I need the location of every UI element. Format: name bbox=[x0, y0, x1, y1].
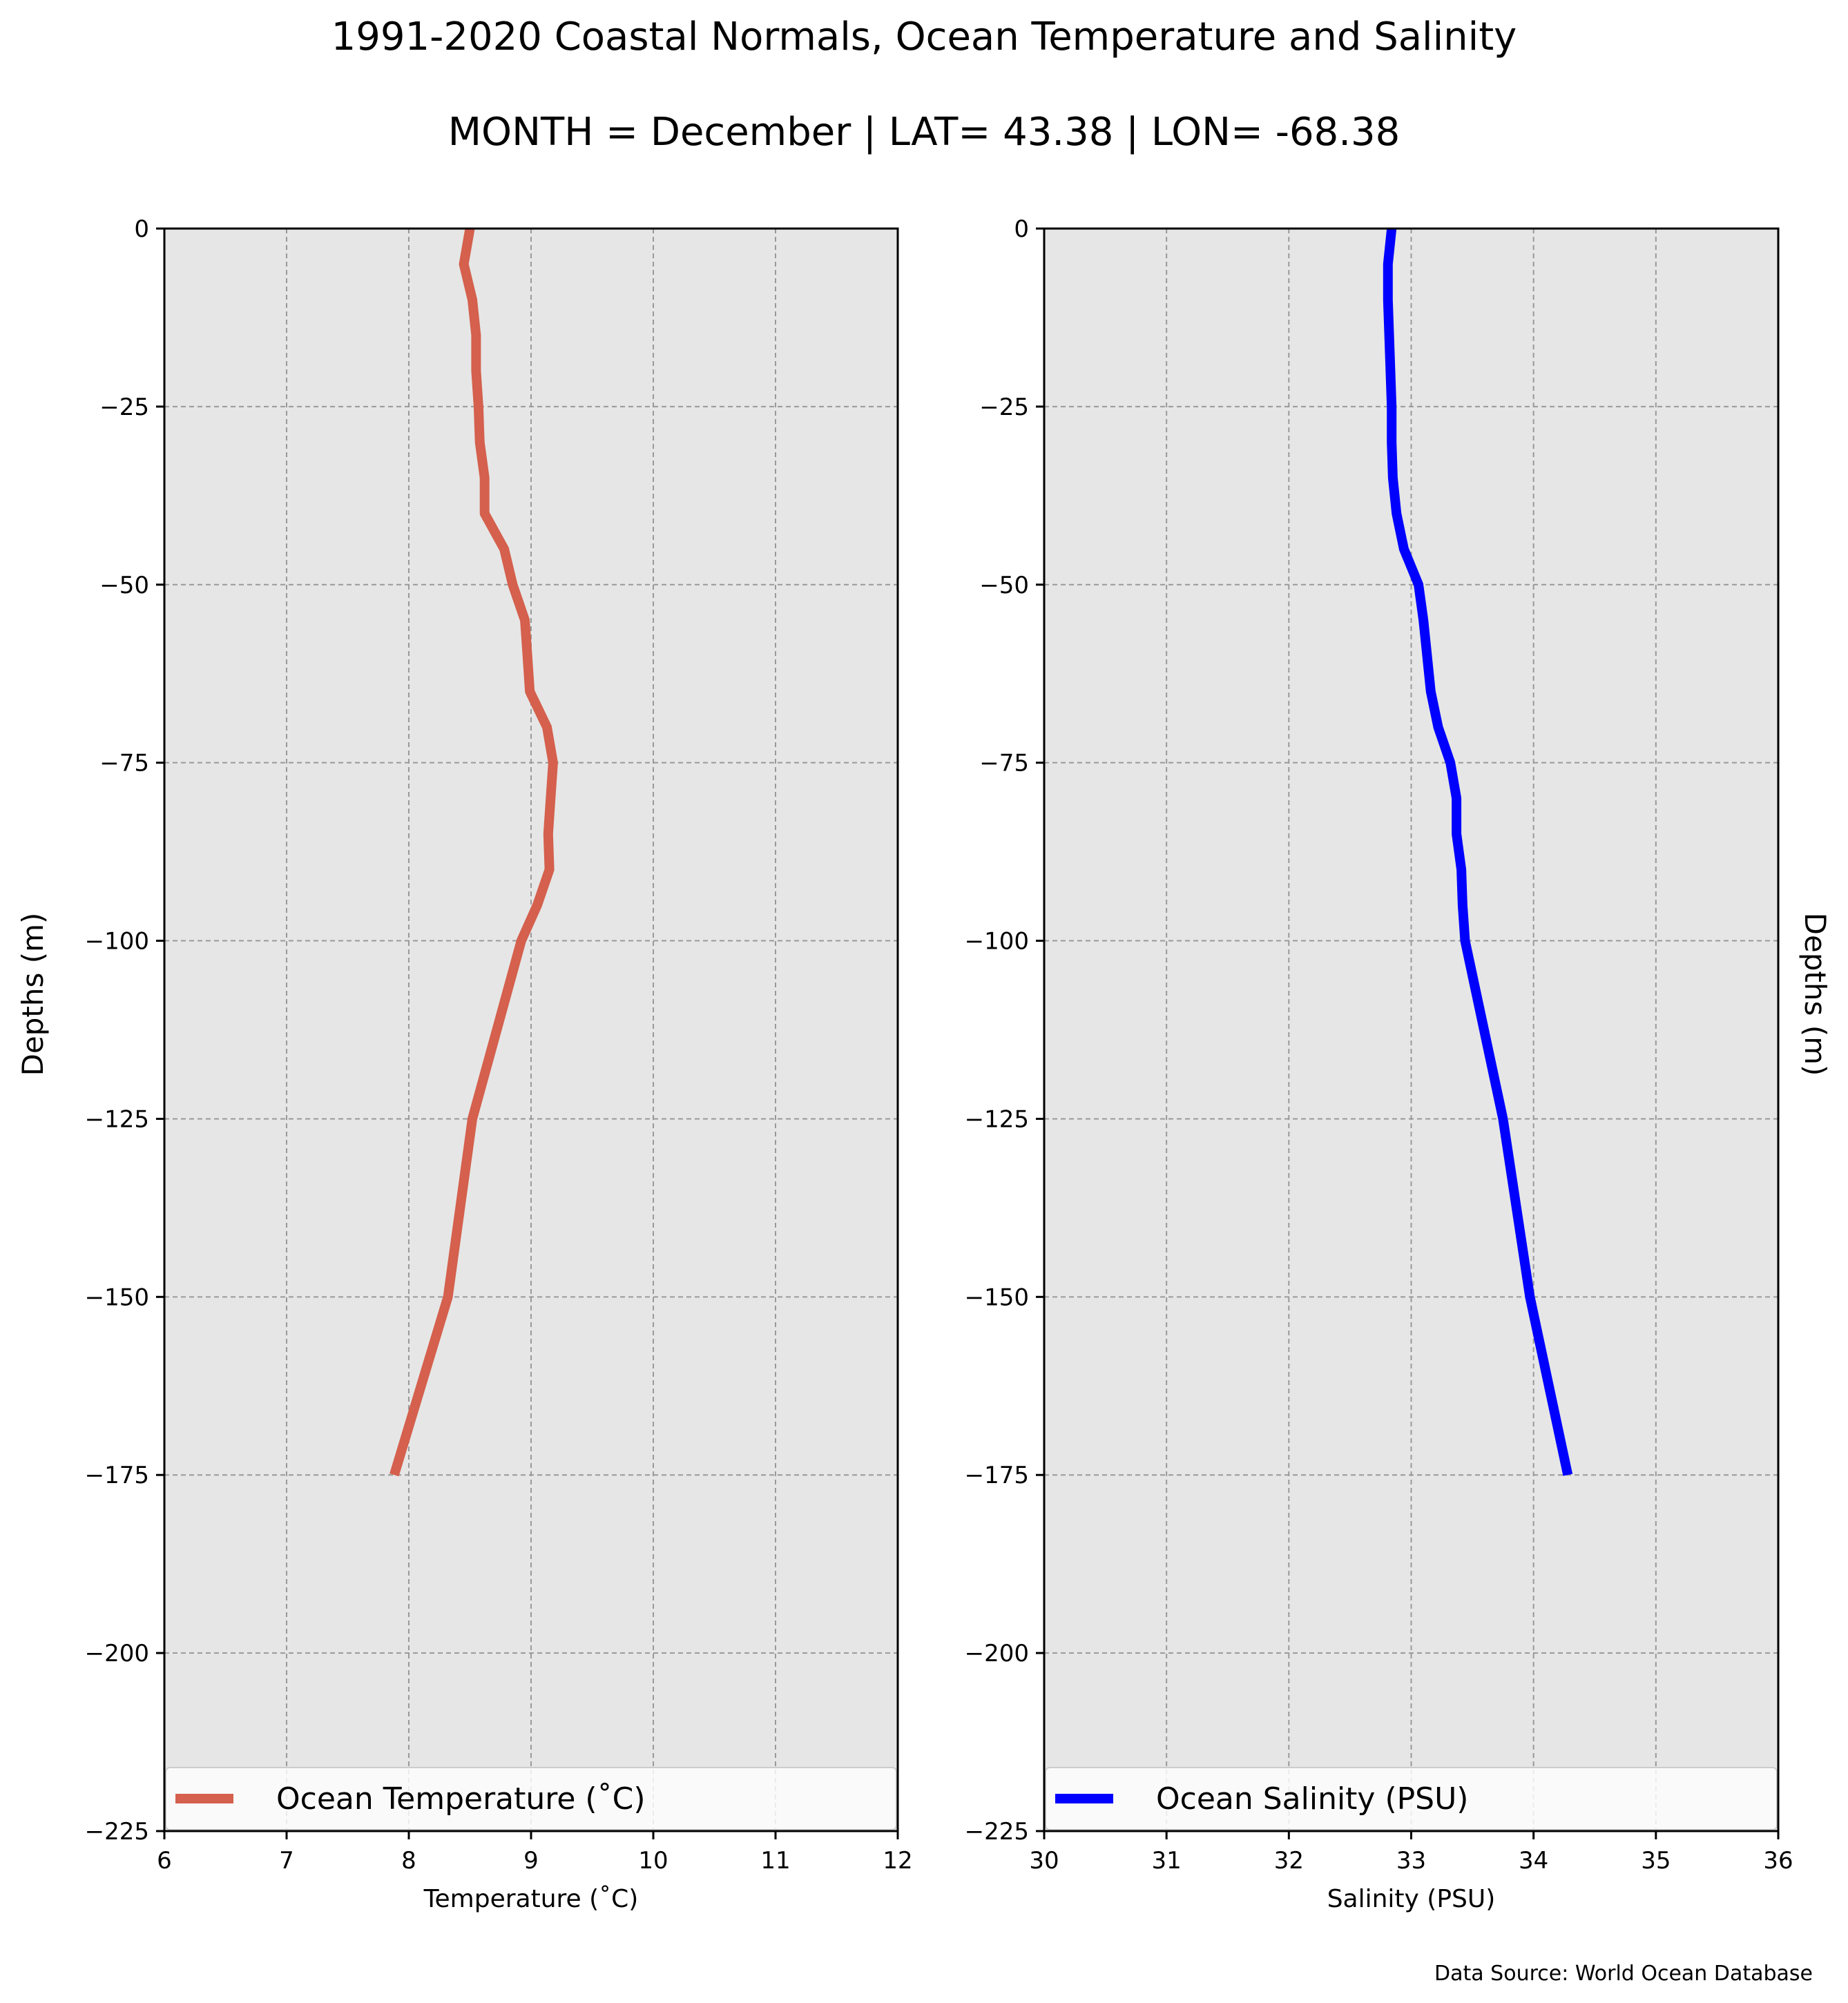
data-source-note: Data Source: World Ocean Database bbox=[1434, 1962, 1813, 1986]
temperature-legend-label: Ocean Temperature (˚C) bbox=[276, 1781, 646, 1817]
temperature-ytick-label: −175 bbox=[85, 1462, 149, 1489]
salinity-ytick-label: 0 bbox=[1014, 215, 1029, 243]
temperature-xlabel: Temperature (˚C) bbox=[423, 1885, 639, 1913]
temperature-ytick-label: −150 bbox=[85, 1284, 149, 1311]
salinity-xtick-label: 36 bbox=[1763, 1847, 1793, 1875]
salinity-xtick-label: 31 bbox=[1152, 1847, 1182, 1875]
temperature-ytick-label: 0 bbox=[134, 215, 149, 243]
salinity-ytick-label: −100 bbox=[965, 928, 1029, 956]
temperature-xtick-label: 8 bbox=[401, 1847, 416, 1875]
temperature-panel: Ocean Temperature (˚C) 6 7 8 9 10 11 12 0 −25 −50 −… bbox=[85, 215, 913, 1913]
chart-title: 1991-2020 Coastal Normals, Ocean Tempera… bbox=[331, 14, 1517, 59]
salinity-series-line bbox=[1383, 228, 1573, 1476]
temperature-xtick-label: 7 bbox=[279, 1847, 294, 1875]
salinity-ytick-label: −50 bbox=[979, 572, 1029, 599]
temperature-xtick-label: 11 bbox=[760, 1847, 790, 1875]
salinity-ytick-label: −175 bbox=[965, 1462, 1029, 1489]
salinity-xtick-label: 30 bbox=[1029, 1847, 1059, 1875]
temperature-series-line bbox=[389, 227, 558, 1477]
salinity-ytick-label: −25 bbox=[979, 394, 1029, 421]
temperature-xtick-label: 10 bbox=[638, 1847, 668, 1875]
salinity-ytick-label: −75 bbox=[979, 750, 1029, 777]
salinity-ytick-label: −200 bbox=[965, 1640, 1029, 1667]
right-ylabel: Depths (m) bbox=[1798, 913, 1832, 1076]
temperature-ytick-label: −75 bbox=[99, 750, 149, 777]
salinity-legend-label: Ocean Salinity (PSU) bbox=[1156, 1781, 1468, 1817]
salinity-ytick-label: −125 bbox=[965, 1105, 1029, 1133]
salinity-xtick-label: 34 bbox=[1519, 1847, 1548, 1875]
salinity-xlabel: Salinity (PSU) bbox=[1327, 1885, 1496, 1913]
temperature-ytick-label: −25 bbox=[99, 394, 149, 421]
temperature-ytick-label: −225 bbox=[85, 1818, 149, 1846]
temperature-ytick-label: −125 bbox=[85, 1105, 149, 1133]
temperature-xtick-label: 6 bbox=[157, 1847, 172, 1875]
temperature-legend: Ocean Temperature (˚C) bbox=[165, 1767, 897, 1830]
temperature-xtick-label: 9 bbox=[523, 1847, 539, 1875]
left-ylabel: Depths (m) bbox=[16, 913, 50, 1076]
temperature-xtick-label: 12 bbox=[883, 1847, 912, 1875]
temperature-ytick-label: −50 bbox=[99, 572, 149, 599]
salinity-ytick-label: −150 bbox=[965, 1284, 1029, 1311]
temperature-ytick-label: −100 bbox=[85, 928, 149, 956]
chart-subtitle: MONTH = December | LAT= 43.38 | LON= -68… bbox=[448, 110, 1401, 155]
temperature-ytick-label: −200 bbox=[85, 1640, 149, 1667]
salinity-xtick-label: 33 bbox=[1396, 1847, 1426, 1875]
salinity-panel: Ocean Salinity (PSU) 30 31 32 33 34 35 36 0 −25 −5… bbox=[965, 215, 1793, 1913]
salinity-legend-box bbox=[1045, 1767, 1778, 1830]
salinity-legend: Ocean Salinity (PSU) bbox=[1045, 1767, 1778, 1830]
salinity-xtick-label: 35 bbox=[1641, 1847, 1671, 1875]
salinity-xtick-label: 32 bbox=[1274, 1847, 1304, 1875]
temperature-legend-box bbox=[165, 1767, 897, 1830]
salinity-ytick-label: −225 bbox=[965, 1818, 1029, 1846]
